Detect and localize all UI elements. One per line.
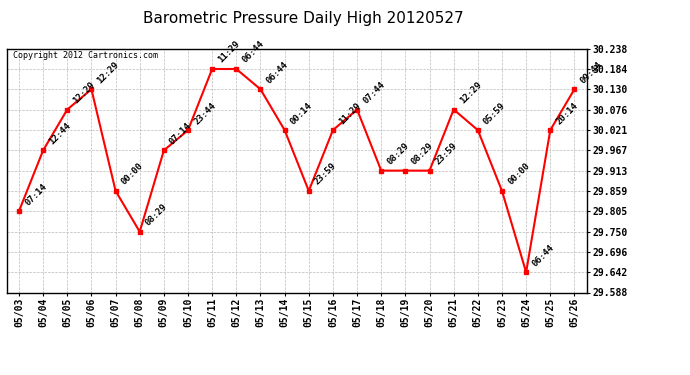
Text: 07:14: 07:14 [23, 182, 48, 207]
Text: 08:29: 08:29 [386, 141, 411, 166]
Text: 20:14: 20:14 [555, 100, 580, 126]
Text: 12:29: 12:29 [458, 80, 483, 105]
Text: 12:29: 12:29 [96, 60, 121, 85]
Text: 23:44: 23:44 [193, 100, 217, 126]
Text: 07:14: 07:14 [168, 121, 193, 146]
Text: 00:00: 00:00 [506, 161, 531, 187]
Text: 11:29: 11:29 [337, 100, 362, 126]
Text: 08:29: 08:29 [144, 202, 169, 228]
Text: 00:00: 00:00 [120, 161, 145, 187]
Text: 06:44: 06:44 [241, 39, 266, 65]
Text: 05:59: 05:59 [482, 100, 507, 126]
Text: Copyright 2012 Cartronics.com: Copyright 2012 Cartronics.com [12, 51, 158, 60]
Text: 12:29: 12:29 [72, 80, 97, 105]
Text: 11:29: 11:29 [217, 39, 241, 65]
Text: 09:44: 09:44 [579, 60, 604, 85]
Text: 23:59: 23:59 [313, 161, 338, 187]
Text: 23:59: 23:59 [434, 141, 459, 166]
Text: 06:44: 06:44 [531, 243, 555, 268]
Text: 00:14: 00:14 [289, 100, 314, 126]
Text: 06:44: 06:44 [265, 60, 290, 85]
Text: 07:44: 07:44 [362, 80, 386, 105]
Text: Barometric Pressure Daily High 20120527: Barometric Pressure Daily High 20120527 [144, 11, 464, 26]
Text: 08:29: 08:29 [410, 141, 435, 166]
Text: 12:44: 12:44 [48, 121, 72, 146]
